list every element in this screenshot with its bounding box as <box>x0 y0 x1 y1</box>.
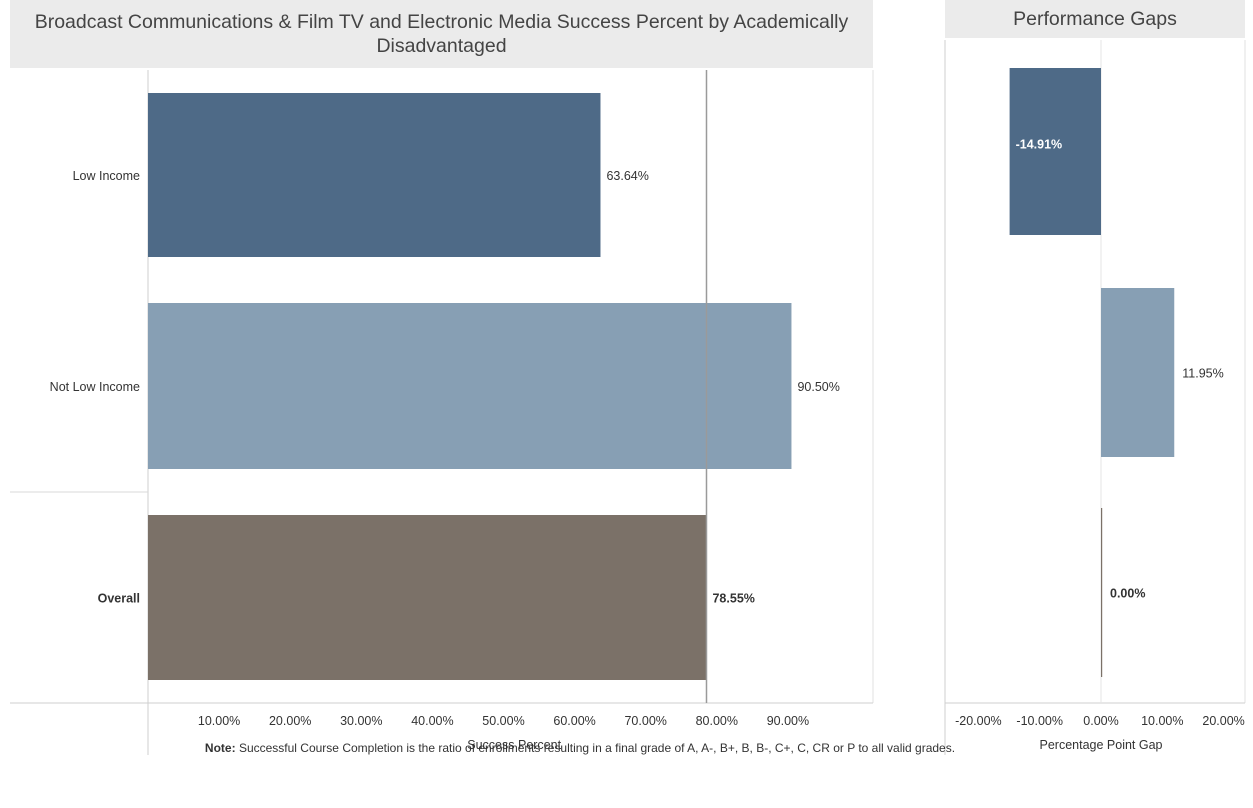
x-axis-title: Success Percent <box>467 738 561 752</box>
x-tick-label: 60.00% <box>553 714 595 728</box>
x-tick-label: 80.00% <box>696 714 738 728</box>
value-label-low-income: 63.64% <box>606 169 648 183</box>
x-tick-label: 20.00% <box>269 714 311 728</box>
category-label-not-low-income: Not Low Income <box>50 380 140 394</box>
gap-value-label-low-income: -14.91% <box>1016 138 1063 152</box>
x-tick-label: 10.00% <box>198 714 240 728</box>
x-tick-label: 40.00% <box>411 714 453 728</box>
x-tick-label: 70.00% <box>624 714 666 728</box>
category-label-overall: Overall <box>98 592 140 606</box>
value-label-not-low-income: 90.50% <box>797 380 839 394</box>
value-label-overall: 78.55% <box>712 592 754 606</box>
bar-overall <box>148 515 707 680</box>
x-tick-label: 30.00% <box>340 714 382 728</box>
main-chart: Low Income 63.64% Not Low Income 90.50% Over… <box>10 70 874 755</box>
footnote-label: Note: <box>204 741 236 755</box>
gap-x-tick-label: 20.00% <box>1202 714 1244 728</box>
gap-bar-overall <box>1101 508 1103 677</box>
gaps-chart-title: Performance Gaps <box>945 0 1245 38</box>
x-tick-label: 90.00% <box>767 714 809 728</box>
x-tick-label: 50.00% <box>482 714 524 728</box>
gap-x-tick-label: 0.00% <box>1083 714 1118 728</box>
bar-low-income <box>148 93 601 257</box>
main-chart-title: Broadcast Communications & Film TV and E… <box>10 0 873 68</box>
gap-chart: -14.91% 11.95% 0.00% -20.00% -10.00% 0.00% 10.… <box>944 40 1246 755</box>
bar-not-low-income <box>148 303 792 469</box>
gap-x-tick-label: -10.00% <box>1016 714 1063 728</box>
footnote: Note: Successful Course Completion is th… <box>140 740 1020 757</box>
category-label-low-income: Low Income <box>73 169 140 183</box>
gap-x-axis-title: Percentage Point Gap <box>1040 738 1163 752</box>
gap-x-tick-label: 10.00% <box>1141 714 1183 728</box>
gap-value-label-overall: 0.00% <box>1110 587 1145 601</box>
footnote-text: Successful Course Completion is the rati… <box>238 741 956 755</box>
gap-bar-not-low-income <box>1101 288 1175 457</box>
gap-value-label-not-low-income: 11.95% <box>1182 367 1223 381</box>
gap-bar-low-income <box>1009 68 1101 235</box>
gap-x-tick-label: -20.00% <box>955 714 1002 728</box>
